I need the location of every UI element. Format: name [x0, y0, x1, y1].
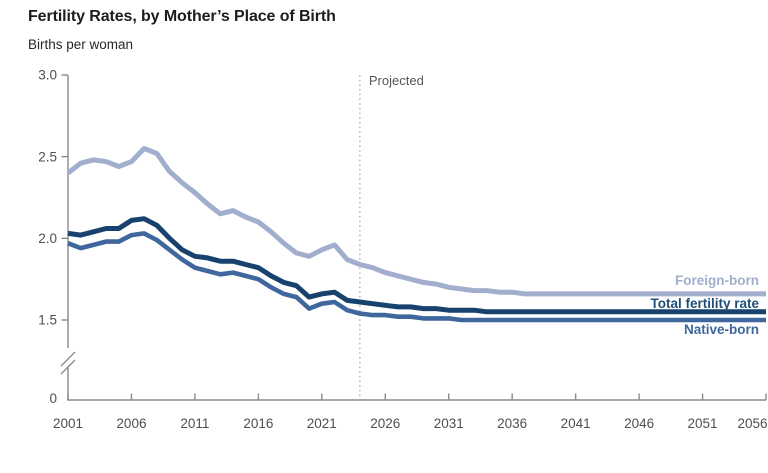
- x-tick-label: 2016: [243, 416, 273, 431]
- x-tick-label: 2011: [180, 416, 209, 431]
- x-tick-label: 2021: [307, 416, 337, 431]
- x-tick-label: 2041: [561, 416, 591, 431]
- y-tick-label: 2.5: [38, 149, 57, 164]
- legend-label-native-born: Native-born: [684, 322, 759, 337]
- y-tick-label: 3.0: [38, 68, 57, 83]
- y-tick-label: 2.0: [38, 231, 57, 246]
- y-tick-label: 0: [49, 391, 57, 406]
- x-tick-label: 2036: [497, 416, 527, 431]
- x-tick-label: 2046: [624, 416, 654, 431]
- axis-break-slash-lower: [60, 359, 76, 375]
- y-tick-label: 1.5: [38, 313, 57, 328]
- series-line-total-fertility-rate: [67, 216, 766, 315]
- legend-label-foreign-born: Foreign-born: [675, 273, 759, 288]
- chart-title: Fertility Rates, by Mother’s Place of Bi…: [28, 8, 336, 25]
- x-tick-label: 2051: [688, 416, 718, 431]
- y-axis-unit-label: Births per woman: [28, 37, 134, 52]
- x-tick-label: 2031: [434, 416, 464, 431]
- x-tick-label: 2056: [737, 416, 767, 431]
- x-tick-label: 2001: [53, 416, 83, 431]
- legend-label-total-fertility-rate: Total fertility rate: [650, 296, 759, 311]
- projected-label: Projected: [369, 73, 424, 88]
- x-tick-label: 2026: [370, 416, 400, 431]
- series-line-foreign-born: [66, 146, 766, 297]
- x-tick-label: 2006: [116, 416, 146, 431]
- series-line-native-born: [67, 231, 766, 323]
- axis-break-slash-upper: [60, 351, 76, 367]
